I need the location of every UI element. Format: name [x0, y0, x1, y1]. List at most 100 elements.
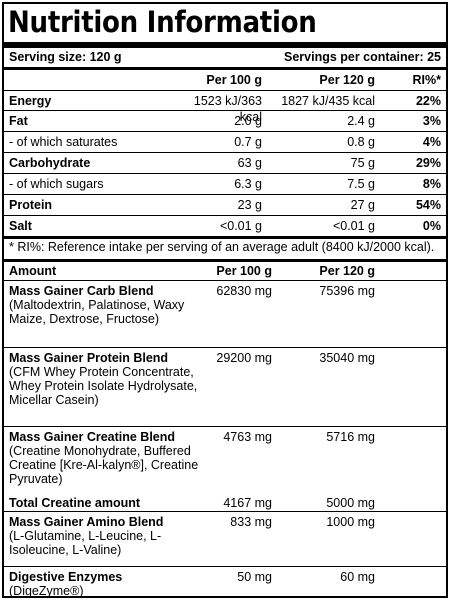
nutrient-row: Fat 2.0 g 2.4 g 3%	[4, 111, 446, 131]
value-per-120g: 1000 mg	[326, 515, 375, 529]
divider	[4, 110, 446, 111]
ingredient-cell: Mass Gainer Amino Blend (L-Glutamine, L-L…	[4, 515, 214, 566]
nutrient-name: Salt	[9, 219, 32, 233]
serving-row: Serving size: 120 g Servings per contain…	[4, 48, 446, 67]
value-per-120g: 1827 kJ/435 kcal	[281, 94, 375, 108]
ingredient-cell: Digestive Enzymes (DigeZyme®)	[4, 570, 214, 598]
divider	[4, 280, 446, 281]
ingredient-row: Digestive Enzymes (DigeZyme®) 50 mg 60 mg	[4, 567, 446, 598]
header-ri: RI%*	[412, 73, 441, 87]
nutrient-row: Protein 23 g 27 g 54%	[4, 195, 446, 215]
ingredient-name: Digestive Enzymes	[9, 570, 123, 584]
value-per-100g: 50 mg	[237, 570, 272, 584]
value-per-100g: 4167 mg	[223, 496, 272, 510]
ingredient-name: Mass Gainer Protein Blend	[9, 351, 169, 365]
ingredient-detail: (Maltodextrin, Palatinose, Waxy Maize, D…	[9, 298, 185, 326]
ingredient-cell: Mass Gainer Carb Blend (Maltodextrin, Pal…	[4, 284, 214, 347]
value-per-120g: 27 g	[350, 198, 375, 212]
value-ri: 8%	[422, 177, 441, 191]
divider	[4, 131, 446, 132]
value-ri: 54%	[415, 198, 441, 212]
ingredient-detail: (CFM Whey Protein Concentrate, Whey Prot…	[9, 365, 198, 407]
amount-rows: Mass Gainer Carb Blend (Maltodextrin, Pal…	[4, 281, 446, 598]
nutrient-row: Carbohydrate 63 g 75 g 29%	[4, 153, 446, 173]
ingredient-name: Mass Gainer Creatine Blend	[9, 430, 176, 444]
ri-footnote: * RI%: Reference intake per serving of a…	[9, 240, 435, 254]
header-per-120g: Per 120 g	[319, 73, 375, 87]
value-ri: 4%	[422, 135, 441, 149]
value-per-100g: 833 mg	[230, 515, 272, 529]
amount-header-row: Amount Per 100 g Per 120 g	[4, 262, 446, 280]
ingredient-row: Mass Gainer Carb Blend (Maltodextrin, Pal…	[4, 281, 446, 347]
nutrition-rows: Energy 1523 kJ/363 kcal 1827 kJ/435 kcal 22…	[4, 91, 446, 236]
value-per-120g: 5716 mg	[326, 430, 375, 444]
divider	[4, 566, 446, 567]
ingredient-name: Total Creatine amount	[9, 496, 141, 510]
value-per-100g: <0.01 g	[219, 219, 262, 233]
value-ri: 3%	[422, 114, 441, 128]
nutrient-row: Energy 1523 kJ/363 kcal 1827 kJ/435 kcal 22…	[4, 91, 446, 124]
divider	[4, 511, 446, 512]
value-ri: 29%	[415, 156, 441, 170]
divider	[4, 173, 446, 174]
nutrient-name: - of which sugars	[9, 177, 104, 191]
value-per-100g: 0.7 g	[234, 135, 262, 149]
value-per-100g: 4763 mg	[223, 430, 272, 444]
ingredient-cell: Mass Gainer Protein Blend (CFM Whey Prote…	[4, 351, 214, 426]
divider	[4, 194, 446, 195]
divider	[4, 215, 446, 216]
value-per-120g: 60 mg	[340, 570, 375, 584]
servings-per-container: Servings per container: 25	[283, 50, 441, 64]
ingredient-name: Mass Gainer Carb Blend	[9, 284, 154, 298]
nutrient-row: - of which saturates 0.7 g 0.8 g 4%	[4, 132, 446, 152]
nutrient-name: Carbohydrate	[9, 156, 91, 170]
value-per-120g: <0.01 g	[332, 219, 375, 233]
value-per-100g: 23 g	[237, 198, 262, 212]
divider	[4, 42, 446, 48]
value-per-120g: 75396 mg	[319, 284, 375, 298]
divider	[4, 426, 446, 427]
value-ri: 22%	[415, 94, 441, 108]
ingredient-row: Mass Gainer Protein Blend (CFM Whey Prote…	[4, 348, 446, 426]
ingredient-detail: (Creatine Monohydrate, Buffered Creatine…	[9, 444, 199, 486]
value-ri: 0%	[422, 219, 441, 233]
divider	[4, 90, 446, 91]
nutrition-header-row: Per 100 g Per 120 g RI%*	[4, 70, 446, 90]
value-per-100g: 2.0 g	[234, 114, 262, 128]
panel-title: Nutrition Information	[8, 5, 317, 39]
nutrient-name: Protein	[9, 198, 53, 212]
value-per-120g: 75 g	[350, 156, 375, 170]
ingredient-detail: (L-Glutamine, L-Leucine, L-Isoleucine, L…	[9, 529, 162, 557]
divider	[4, 259, 446, 262]
nutrient-name: Energy	[9, 94, 52, 108]
ingredient-row: Total Creatine amount 4167 mg 5000 mg	[4, 493, 446, 511]
divider	[4, 152, 446, 153]
divider	[4, 347, 446, 348]
value-per-100g: 6.3 g	[234, 177, 262, 191]
header-per-100g: Per 100 g	[206, 73, 262, 87]
divider	[4, 67, 446, 70]
value-per-120g: 5000 mg	[326, 496, 375, 510]
ingredient-cell: Total Creatine amount	[4, 496, 214, 511]
ingredient-cell: Mass Gainer Creatine Blend (Creatine Mono…	[4, 430, 214, 493]
ingredient-name: Mass Gainer Amino Blend	[9, 515, 164, 529]
header-per-100g: Per 100 g	[216, 264, 272, 278]
value-per-120g: 35040 mg	[319, 351, 375, 365]
divider	[4, 236, 446, 239]
value-per-100g: 63 g	[237, 156, 262, 170]
value-per-120g: 0.8 g	[347, 135, 375, 149]
value-per-120g: 7.5 g	[347, 177, 375, 191]
ingredient-detail: (DigeZyme®)	[9, 584, 84, 598]
nutrient-name: Fat	[9, 114, 28, 128]
header-amount: Amount	[9, 264, 57, 278]
value-per-100g: 29200 mg	[216, 351, 272, 365]
header-per-120g: Per 120 g	[319, 264, 375, 278]
value-per-100g: 62830 mg	[216, 284, 272, 298]
value-per-120g: 2.4 g	[347, 114, 375, 128]
nutrient-row: - of which sugars 6.3 g 7.5 g 8%	[4, 174, 446, 194]
nutrient-row: Salt <0.01 g <0.01 g 0%	[4, 216, 446, 236]
value-per-100g: 1523 kJ/363 kcal	[193, 94, 262, 124]
serving-size: Serving size: 120 g	[9, 50, 122, 64]
ingredient-row: Mass Gainer Creatine Blend (Creatine Mono…	[4, 427, 446, 493]
